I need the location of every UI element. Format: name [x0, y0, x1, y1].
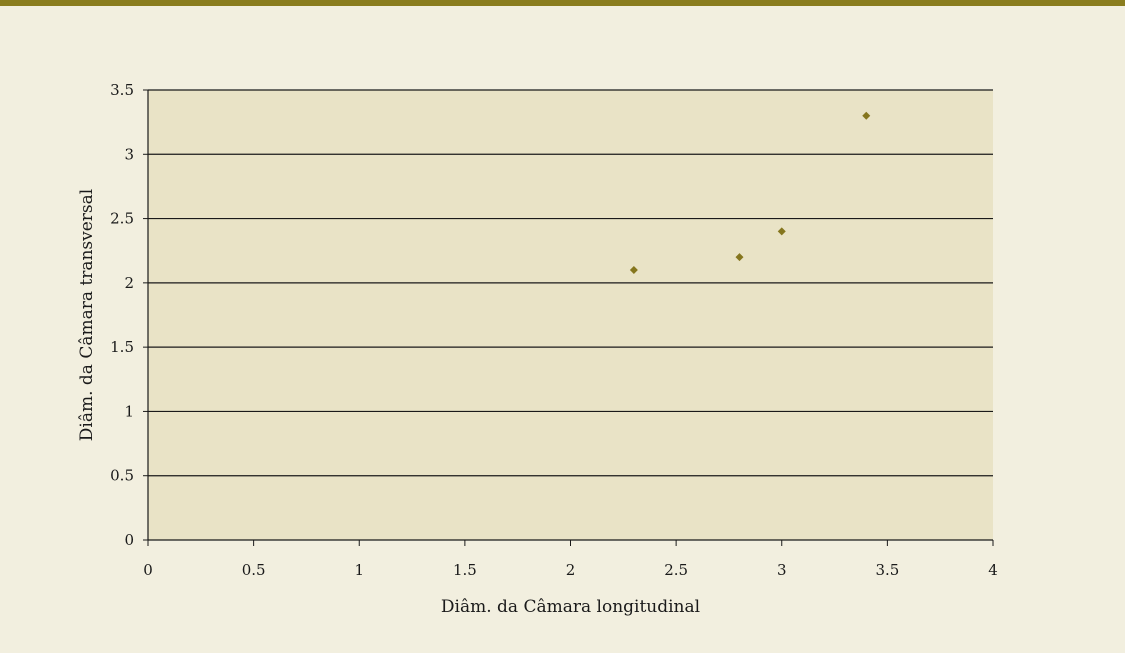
data-points	[629, 111, 871, 274]
data-point	[735, 253, 744, 262]
x-tick-label: 0	[143, 561, 153, 579]
axis-layer	[143, 89, 994, 546]
x-tick-label: 2	[566, 561, 576, 579]
y-tick-label: 1.5	[110, 338, 134, 356]
y-axis-title: Diâm. da Câmara transversal	[77, 189, 97, 441]
data-point	[862, 111, 871, 120]
x-tick-label: 0.5	[242, 561, 266, 579]
x-tick-label: 1.5	[453, 561, 477, 579]
x-axis-title: Diâm. da Câmara longitudinal	[441, 597, 700, 617]
y-tick-label: 1	[124, 402, 134, 420]
top-rule	[0, 0, 1125, 6]
y-tick-label: 2	[124, 274, 134, 292]
grid-layer	[148, 89, 993, 477]
x-tick-label: 2.5	[664, 561, 688, 579]
tick-labels: 0 0.5 1 1.5 2 2.5 3 3.5 0 0.5 1 1.5 2 2.5 3 3.5 4	[110, 81, 998, 579]
y-tick-label: 3.5	[110, 81, 134, 99]
data-point	[777, 227, 786, 236]
x-tick-label: 1	[354, 561, 364, 579]
plot-area	[148, 90, 993, 540]
x-tick-label: 4	[988, 561, 998, 579]
x-tick-label: 3.5	[875, 561, 899, 579]
y-tick-label: 0.5	[110, 467, 134, 485]
y-tick-label: 2.5	[110, 210, 134, 228]
y-tick-label: 3	[124, 145, 134, 163]
y-tick-label: 0	[124, 531, 134, 549]
x-tick-label: 3	[777, 561, 787, 579]
data-point	[629, 266, 638, 274]
